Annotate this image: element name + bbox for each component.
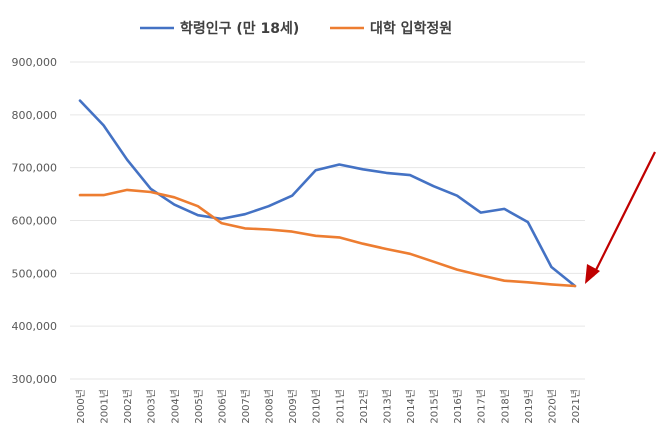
legend-label: 대학 입학정원 — [370, 20, 452, 37]
legend: 학령인구 (만 18세) 대학 입학정원 — [140, 20, 452, 37]
y-tick-label: 800,000 — [12, 109, 58, 122]
annotation-arrow-head — [585, 264, 600, 284]
x-tick-label: 2013년 — [381, 389, 393, 424]
x-tick-label: 2004년 — [169, 389, 181, 424]
x-tick-label: 2020년 — [546, 389, 558, 424]
x-tick-label: 2007년 — [240, 389, 252, 424]
x-axis: 2000년 2001년 2002년 2003년 2004년 2005년 2006년 2007년… — [75, 389, 582, 424]
annotation — [585, 151, 656, 284]
x-tick-label: 2016년 — [452, 389, 464, 424]
y-axis: 300,000 400,000 500,000 600,000 700,000 800,0… — [12, 56, 58, 386]
x-tick-label: 2003년 — [146, 389, 158, 424]
y-tick-label: 900,000 — [12, 56, 58, 69]
x-tick-label: 2001년 — [99, 389, 111, 424]
series-line-2 — [78, 188, 577, 288]
y-tick-label: 500,000 — [12, 267, 58, 280]
x-tick-label: 2011년 — [334, 389, 346, 424]
x-tick-label: 2014년 — [405, 389, 417, 424]
x-tick-label: 2017년 — [476, 389, 488, 424]
annotation-arrow-shaft — [592, 151, 656, 277]
y-tick-label: 400,000 — [12, 320, 58, 333]
x-tick-label: 2005년 — [193, 389, 205, 424]
x-tick-label: 2012년 — [358, 389, 370, 424]
x-tick-label: 2008년 — [264, 389, 276, 424]
x-tick-label: 2019년 — [523, 389, 535, 424]
x-tick-label: 2021년 — [570, 389, 582, 424]
series-line-1 — [78, 99, 577, 288]
x-tick-label: 2009년 — [287, 389, 299, 424]
y-tick-label: 700,000 — [12, 162, 58, 175]
y-tick-label: 300,000 — [12, 373, 58, 386]
x-tick-label: 2000년 — [75, 389, 87, 424]
y-tick-label: 600,000 — [12, 215, 58, 228]
x-tick-label: 2006년 — [216, 389, 228, 424]
x-tick-label: 2002년 — [122, 389, 134, 424]
x-tick-label: 2010년 — [311, 389, 323, 424]
series-lines — [78, 99, 577, 288]
x-tick-label: 2018년 — [499, 389, 511, 424]
x-tick-label: 2015년 — [429, 389, 441, 424]
legend-label: 학령인구 (만 18세) — [180, 20, 299, 37]
gridlines — [70, 61, 585, 380]
